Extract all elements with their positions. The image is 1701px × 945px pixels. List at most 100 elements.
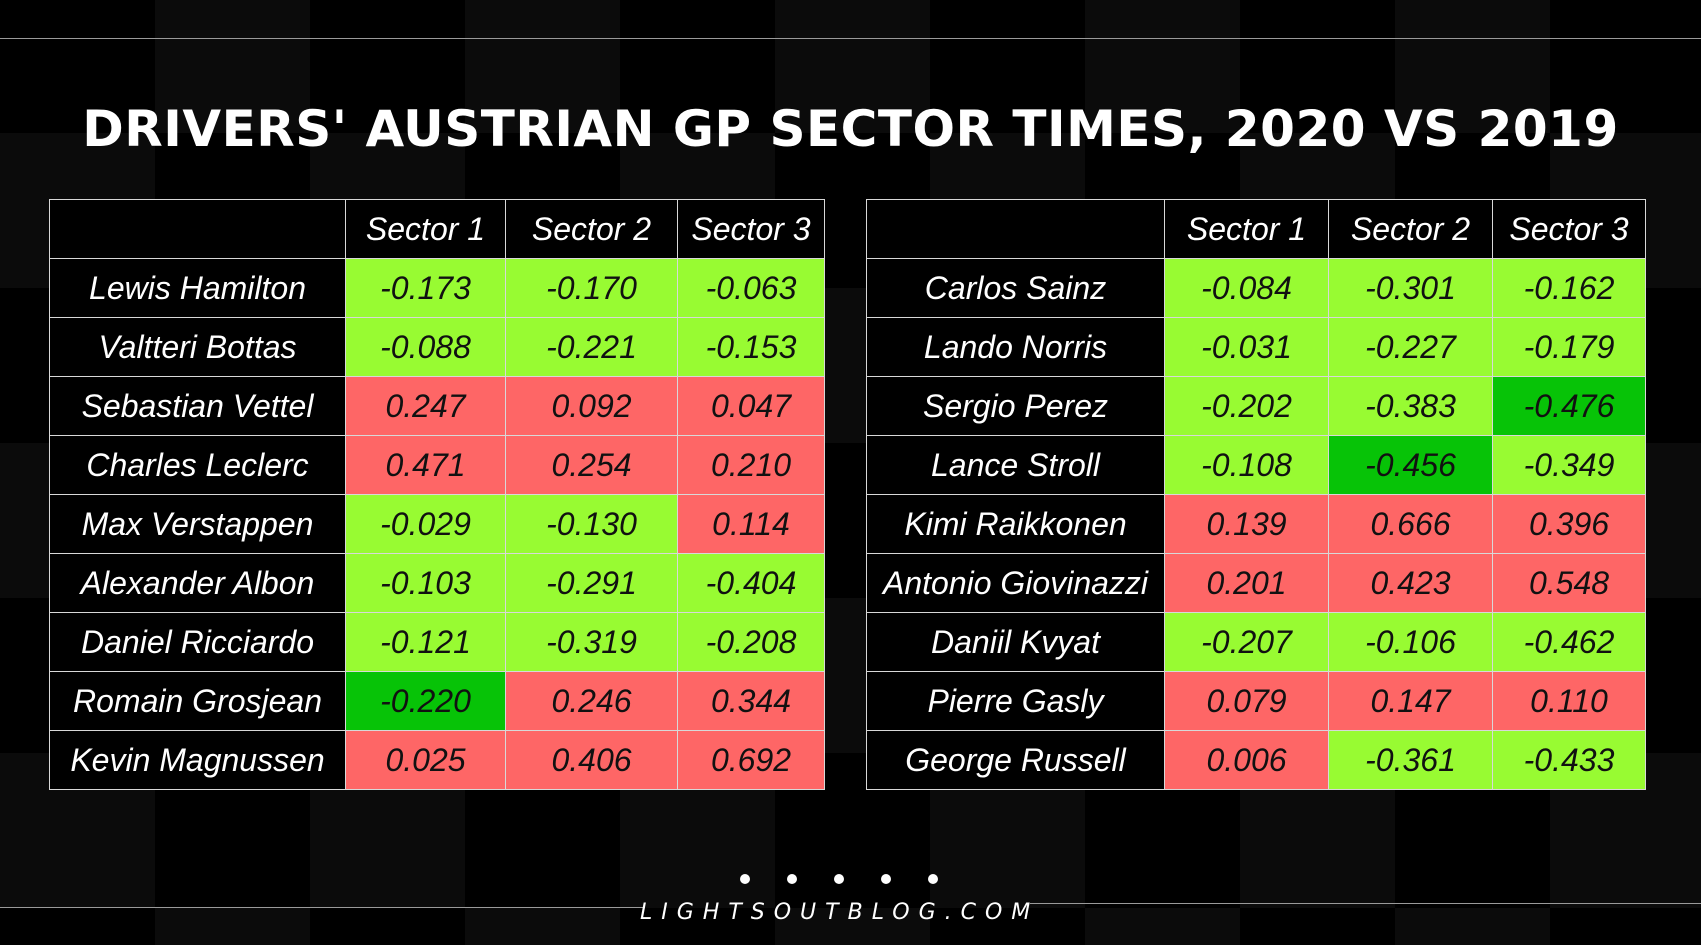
sector-1-value: 0.201	[1164, 553, 1329, 613]
table-row: Kimi Raikkonen 0.139 0.666 0.396	[866, 494, 1646, 554]
driver-name: Kimi Raikkonen	[866, 494, 1165, 554]
table-row: Max Verstappen -0.029 -0.130 0.114	[49, 494, 825, 554]
sector-2-value: -0.361	[1328, 730, 1493, 790]
header-row: Sector 1 Sector 2 Sector 3	[866, 199, 1646, 259]
sector-3-value: 0.047	[677, 376, 825, 436]
table-row: Lando Norris -0.031 -0.227 -0.179	[866, 317, 1646, 377]
sector-2-value: 0.246	[505, 671, 678, 731]
header-sector-3: Sector 3	[677, 199, 825, 259]
table-row: Alexander Albon -0.103 -0.291 -0.404	[49, 553, 825, 613]
sector-1-value: -0.029	[345, 494, 506, 554]
sector-2-value: 0.423	[1328, 553, 1493, 613]
driver-name: Sebastian Vettel	[49, 376, 346, 436]
sector-1-value: -0.207	[1164, 612, 1329, 672]
table-row: Kevin Magnussen 0.025 0.406 0.692	[49, 730, 825, 790]
table-row: Valtteri Bottas -0.088 -0.221 -0.153	[49, 317, 825, 377]
dot	[740, 874, 750, 884]
driver-name: Lance Stroll	[866, 435, 1165, 495]
header-row: Sector 1 Sector 2 Sector 3	[49, 199, 825, 259]
table-row: Romain Grosjean -0.220 0.246 0.344	[49, 671, 825, 731]
sector-2-value: -0.130	[505, 494, 678, 554]
sector-1-value: -0.108	[1164, 435, 1329, 495]
sector-2-value: -0.221	[505, 317, 678, 377]
footer-site-name: LIGHTSOUTBLOG.COM	[640, 900, 1040, 925]
sector-1-value: 0.025	[345, 730, 506, 790]
sector-3-value: 0.396	[1492, 494, 1646, 554]
sector-2-value: -0.106	[1328, 612, 1493, 672]
table-row: Lewis Hamilton -0.173 -0.170 -0.063	[49, 258, 825, 318]
table-row: Charles Leclerc 0.471 0.254 0.210	[49, 435, 825, 495]
sector-3-value: -0.162	[1492, 258, 1646, 318]
sector-3-value: -0.462	[1492, 612, 1646, 672]
driver-name: Sergio Perez	[866, 376, 1165, 436]
sector-2-value: 0.147	[1328, 671, 1493, 731]
sector-3-value: 0.548	[1492, 553, 1646, 613]
sector-3-value: 0.210	[677, 435, 825, 495]
sector-3-value: 0.344	[677, 671, 825, 731]
header-driver	[866, 199, 1165, 259]
sector-1-value: -0.173	[345, 258, 506, 318]
driver-name: Romain Grosjean	[49, 671, 346, 731]
sector-2-value: 0.254	[505, 435, 678, 495]
driver-name: George Russell	[866, 730, 1165, 790]
header-sector-2: Sector 2	[1328, 199, 1493, 259]
sector-1-value: 0.079	[1164, 671, 1329, 731]
table-row: George Russell 0.006 -0.361 -0.433	[866, 730, 1646, 790]
sector-3-value: 0.110	[1492, 671, 1646, 731]
driver-name: Kevin Magnussen	[49, 730, 346, 790]
top-divider	[0, 38, 1701, 39]
dot	[928, 874, 938, 884]
sector-1-value: -0.202	[1164, 376, 1329, 436]
sector-2-value: -0.456	[1328, 435, 1493, 495]
sector-3-value: -0.433	[1492, 730, 1646, 790]
driver-name: Lewis Hamilton	[49, 258, 346, 318]
sector-1-value: -0.103	[345, 553, 506, 613]
sector-table-right: Sector 1 Sector 2 Sector 3 Carlos Sainz -…	[866, 199, 1646, 790]
sector-3-value: -0.153	[677, 317, 825, 377]
sector-2-value: -0.301	[1328, 258, 1493, 318]
sector-3-value: -0.404	[677, 553, 825, 613]
dot	[881, 874, 891, 884]
sector-2-value: -0.383	[1328, 376, 1493, 436]
driver-name: Valtteri Bottas	[49, 317, 346, 377]
dot	[787, 874, 797, 884]
driver-name: Charles Leclerc	[49, 435, 346, 495]
sector-1-value: -0.084	[1164, 258, 1329, 318]
sector-1-value: -0.031	[1164, 317, 1329, 377]
table-row: Pierre Gasly 0.079 0.147 0.110	[866, 671, 1646, 731]
sector-2-value: -0.170	[505, 258, 678, 318]
sector-1-value: -0.121	[345, 612, 506, 672]
sector-3-value: 0.114	[677, 494, 825, 554]
table-row: Sebastian Vettel 0.247 0.092 0.047	[49, 376, 825, 436]
sector-3-value: 0.692	[677, 730, 825, 790]
sector-2-value: 0.666	[1328, 494, 1493, 554]
sector-2-value: -0.291	[505, 553, 678, 613]
driver-name: Antonio Giovinazzi	[866, 553, 1165, 613]
driver-name: Carlos Sainz	[866, 258, 1165, 318]
table-row: Daniil Kvyat -0.207 -0.106 -0.462	[866, 612, 1646, 672]
sector-1-value: -0.088	[345, 317, 506, 377]
header-sector-1: Sector 1	[345, 199, 506, 259]
driver-name: Alexander Albon	[49, 553, 346, 613]
sector-1-value: -0.220	[345, 671, 506, 731]
table-row: Lance Stroll -0.108 -0.456 -0.349	[866, 435, 1646, 495]
chart-title: DRIVERS' AUSTRIAN GP SECTOR TIMES, 2020 …	[82, 100, 1619, 158]
header-sector-2: Sector 2	[505, 199, 678, 259]
driver-name: Lando Norris	[866, 317, 1165, 377]
driver-name: Daniel Ricciardo	[49, 612, 346, 672]
bottom-divider-left	[0, 907, 645, 908]
driver-name: Max Verstappen	[49, 494, 346, 554]
sector-2-value: 0.092	[505, 376, 678, 436]
driver-name: Pierre Gasly	[866, 671, 1165, 731]
sector-1-value: 0.006	[1164, 730, 1329, 790]
sector-1-value: 0.471	[345, 435, 506, 495]
sector-table-left: Sector 1 Sector 2 Sector 3 Lewis Hamilto…	[49, 199, 825, 790]
sector-3-value: -0.063	[677, 258, 825, 318]
sector-2-value: -0.319	[505, 612, 678, 672]
sector-1-value: 0.139	[1164, 494, 1329, 554]
dot	[834, 874, 844, 884]
sector-2-value: 0.406	[505, 730, 678, 790]
sector-3-value: -0.349	[1492, 435, 1646, 495]
footer-dots	[740, 874, 950, 888]
bottom-divider-right	[1030, 903, 1701, 904]
